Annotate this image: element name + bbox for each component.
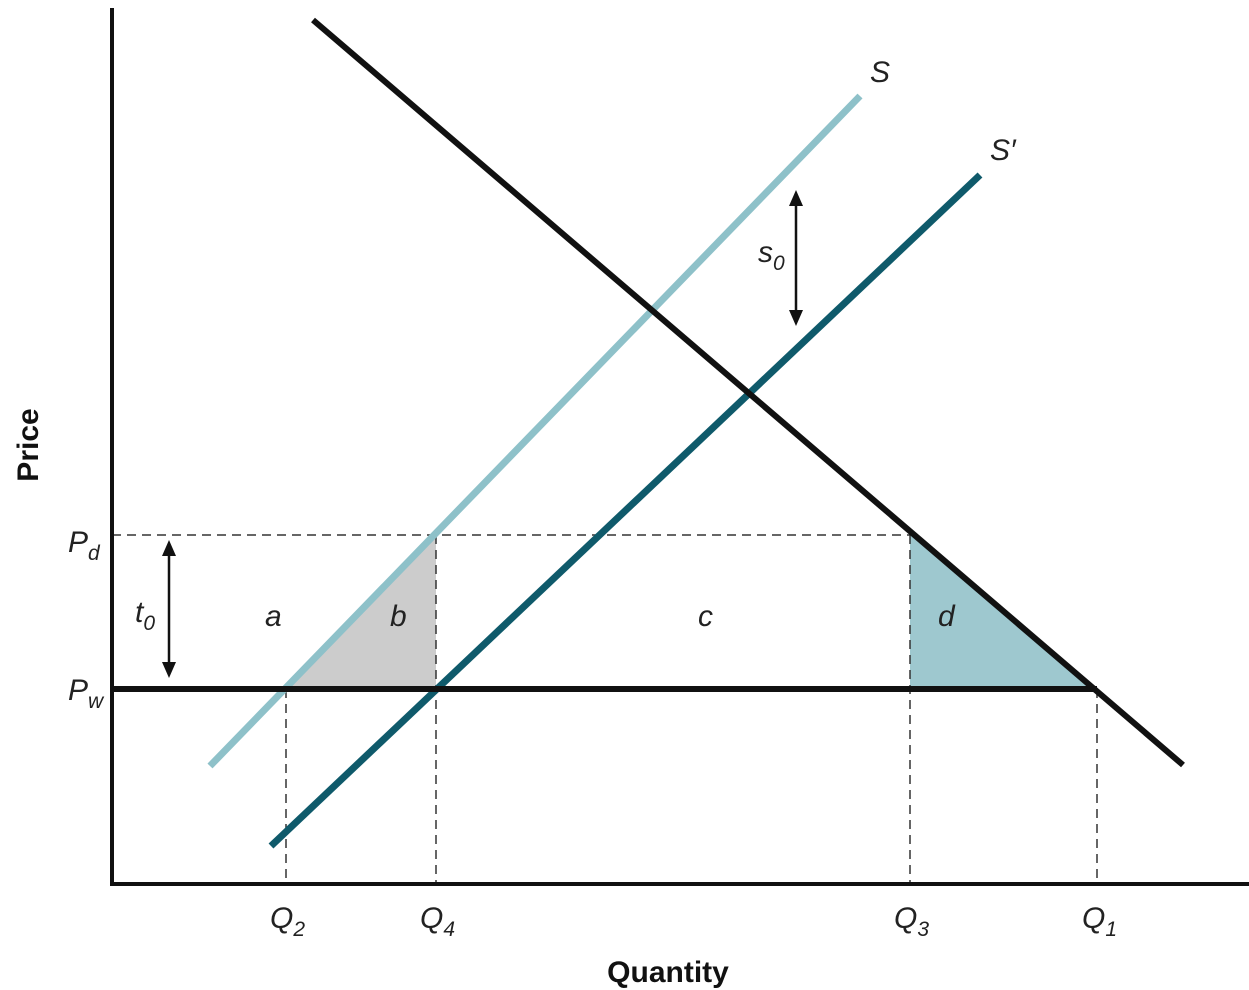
q4-label: Q4 xyxy=(420,902,455,941)
area-b-label: b xyxy=(390,600,407,633)
supply-label: S xyxy=(870,56,890,89)
area-a-label: a xyxy=(265,600,282,633)
supply-shifted-label: S′ xyxy=(990,134,1017,167)
pd-label: Pd xyxy=(68,526,101,565)
subsidy-label: s0 xyxy=(758,236,785,275)
q1-label: Q1 xyxy=(1082,902,1117,941)
subsidy-arrow xyxy=(789,190,803,326)
area-d-label: d xyxy=(938,600,956,633)
area-c-label: c xyxy=(698,600,713,633)
tariff-label: t0 xyxy=(135,596,155,635)
x-axis-title: Quantity xyxy=(607,956,729,989)
pw-label: Pw xyxy=(68,674,105,713)
supply-shifted-curve xyxy=(268,172,983,849)
tariff-arrow xyxy=(162,540,176,678)
q3-label: Q3 xyxy=(894,902,929,941)
supply-curve xyxy=(207,93,863,769)
q2-label: Q2 xyxy=(270,902,305,941)
demand-curve xyxy=(311,17,1185,768)
y-axis-title: Price xyxy=(12,408,45,481)
